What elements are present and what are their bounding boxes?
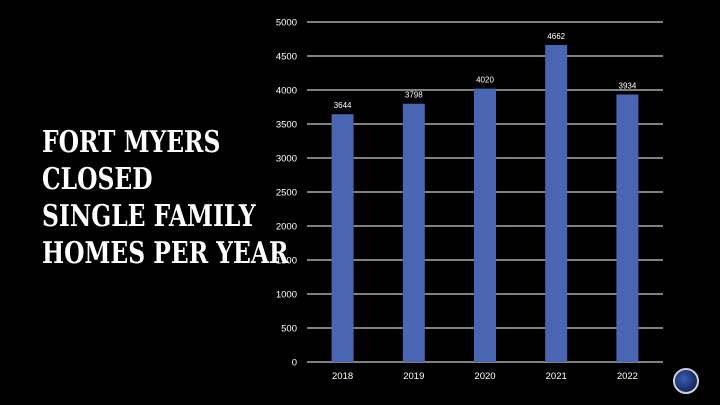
y-tick-label: 1000 <box>276 290 297 301</box>
y-tick-label: 3500 <box>276 120 297 131</box>
x-tick-label: 2021 <box>546 371 567 382</box>
bar <box>402 103 425 363</box>
y-tick-label: 2500 <box>276 188 297 199</box>
y-tick-label: 4000 <box>276 86 297 97</box>
data-label: 3644 <box>334 101 352 110</box>
title-line-1: FORT MYERS <box>42 125 221 160</box>
x-tick-label: 2022 <box>617 371 638 382</box>
bar <box>616 94 639 362</box>
bar <box>545 44 568 362</box>
y-tick-label: 4500 <box>276 52 297 63</box>
data-label: 4662 <box>547 32 565 41</box>
y-tick-label: 500 <box>281 324 297 335</box>
bar <box>474 88 496 362</box>
globe-logo-icon <box>673 368 699 394</box>
bar <box>331 114 354 362</box>
title-line-2: CLOSED <box>42 162 153 197</box>
data-label: 3798 <box>405 91 423 100</box>
y-tick-label: 3000 <box>276 154 297 165</box>
y-tick-label: 0 <box>292 358 297 369</box>
x-tick-label: 2018 <box>332 371 353 382</box>
y-tick-label: 1500 <box>276 256 297 267</box>
y-tick-label: 2000 <box>276 222 297 233</box>
data-label: 3934 <box>619 81 637 90</box>
x-tick-label: 2020 <box>474 371 495 382</box>
x-tick-label: 2019 <box>403 371 424 382</box>
title-line-3: SINGLE FAMILY <box>42 199 256 234</box>
y-tick-label: 5000 <box>276 18 297 29</box>
data-label: 4020 <box>476 76 494 85</box>
